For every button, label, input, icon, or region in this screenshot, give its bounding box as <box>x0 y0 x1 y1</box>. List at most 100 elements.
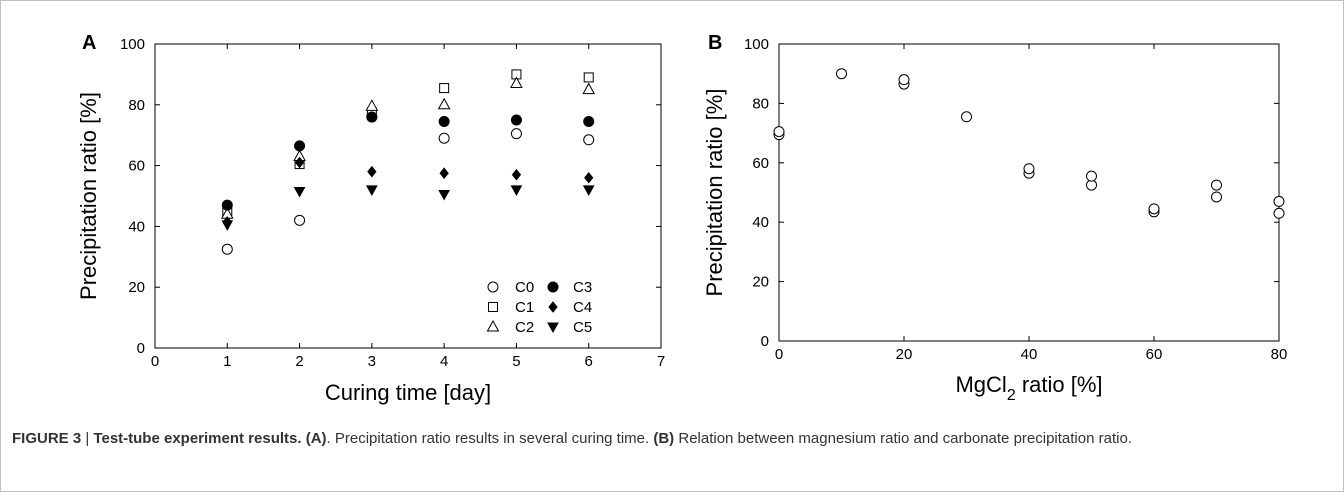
caption-title: Test-tube experiment results. <box>93 430 302 447</box>
x-tick-label: 7 <box>657 353 665 370</box>
caption-figure-label: FIGURE 3 <box>12 430 82 447</box>
data-point <box>367 165 377 178</box>
data-point <box>961 111 972 123</box>
panel-a-legend: C0 C1 C2 C3 C4 C5 <box>486 279 592 336</box>
data-point <box>510 76 523 89</box>
x-tick-label: 20 <box>896 346 913 363</box>
panel-a-data-marks <box>220 69 596 255</box>
data-point <box>366 111 378 123</box>
data-point <box>898 74 910 86</box>
figure-caption: FIGURE 3 | Test-tube experiment results.… <box>12 428 1322 450</box>
series-c1 <box>222 69 594 217</box>
data-point <box>366 185 378 196</box>
legend-item-c0: C0 <box>487 279 534 296</box>
caption-panel-a-text: . Precipitation ratio results in several… <box>326 430 650 447</box>
y-tick-label: 100 <box>744 36 769 53</box>
data-point <box>1023 163 1035 175</box>
data-point <box>1211 179 1222 191</box>
legend-item-c1: C1 <box>488 299 534 316</box>
data-point <box>365 99 379 111</box>
panel-b-x-axis-title-subscript: 2 <box>1007 387 1016 404</box>
data-point <box>773 126 785 138</box>
x-tick-label: 1 <box>223 353 231 370</box>
data-point <box>437 97 451 110</box>
legend-item-c3: C3 <box>547 279 592 296</box>
x-tick-label: 3 <box>368 353 376 370</box>
data-point <box>294 140 306 152</box>
legend-label: C3 <box>573 279 592 296</box>
legend-label: C2 <box>515 319 534 336</box>
panel-b-ticks: 0 20 40 60 80 0 20 40 60 80 100 <box>744 36 1287 363</box>
caption-panel-b-ref: (B) <box>653 430 675 447</box>
data-point <box>1273 195 1285 207</box>
legend-marker <box>547 322 559 334</box>
caption-panel-b-text: Relation between magnesium ratio and car… <box>674 430 1132 447</box>
data-point <box>439 167 449 180</box>
series-c0 <box>221 111 595 255</box>
data-point <box>221 199 233 211</box>
x-tick-label: 4 <box>440 353 448 370</box>
data-point <box>1273 207 1285 219</box>
data-point <box>438 189 450 201</box>
y-tick-label: 60 <box>128 158 145 175</box>
data-point <box>438 116 450 128</box>
x-tick-label: 60 <box>1146 346 1163 363</box>
caption-panel-a-ref: (A) <box>305 430 327 447</box>
panel-a-chart: A 0 1 2 3 4 5 6 7 0 20 40 60 80 100 C0 C1 C2 C3 C4 C5 Curi… <box>76 32 665 405</box>
y-tick-label: 0 <box>761 333 769 350</box>
data-point <box>836 68 847 80</box>
data-point <box>1148 203 1160 215</box>
panel-b-letter: B <box>708 32 722 54</box>
y-tick-label: 80 <box>128 97 145 114</box>
y-tick-label: 80 <box>752 95 769 112</box>
legend-marker <box>548 301 558 313</box>
data-point <box>293 186 306 198</box>
data-point <box>584 171 594 184</box>
panel-b-x-axis-title-rest: ratio [%] <box>1016 372 1103 397</box>
legend-label: C1 <box>515 299 534 316</box>
data-point <box>583 116 595 128</box>
series-c4 <box>222 156 594 228</box>
data-point <box>1086 170 1097 182</box>
legend-label: C0 <box>515 279 534 296</box>
data-point <box>438 132 450 144</box>
data-point <box>221 243 233 255</box>
legend-marker <box>487 281 499 293</box>
data-point <box>221 220 234 231</box>
panel-a-ticks: 0 1 2 3 4 5 6 7 0 20 40 60 80 100 <box>120 36 665 370</box>
legend-marker <box>488 302 498 312</box>
legend-item-c4: C4 <box>548 299 592 316</box>
data-point <box>511 168 522 181</box>
x-tick-label: 5 <box>512 353 520 370</box>
data-point <box>510 114 522 126</box>
data-point <box>294 156 305 169</box>
y-tick-label: 100 <box>120 36 145 53</box>
data-point <box>439 83 450 94</box>
legend-item-c5: C5 <box>547 319 592 336</box>
data-point <box>510 128 522 140</box>
panel-a-letter: A <box>82 32 96 54</box>
panel-a-x-axis-title: Curing time [day] <box>325 380 491 405</box>
legend-item-c2: C2 <box>486 319 534 336</box>
series-c3 <box>221 111 595 211</box>
data-point <box>582 82 596 95</box>
legend-marker <box>547 281 559 293</box>
series-c5 <box>221 185 595 231</box>
y-tick-label: 40 <box>128 218 145 235</box>
series-c2 <box>220 76 596 219</box>
y-tick-label: 60 <box>752 155 769 172</box>
x-tick-label: 80 <box>1271 346 1288 363</box>
data-point <box>583 72 594 83</box>
y-tick-label: 0 <box>137 340 145 357</box>
panel-a-y-axis-title: Precipitation ratio [%] <box>76 92 101 300</box>
series-points-0 <box>773 68 1285 219</box>
legend-label: C5 <box>573 319 592 336</box>
panel-b-data-marks <box>773 68 1285 219</box>
panel-b-x-axis-title: MgCl2 ratio [%] <box>955 372 1102 404</box>
data-point <box>582 185 595 196</box>
y-tick-label: 20 <box>128 279 145 296</box>
y-tick-label: 20 <box>752 274 769 291</box>
legend-marker <box>486 319 500 332</box>
panel-b-x-axis-title-main: MgCl <box>955 372 1006 397</box>
